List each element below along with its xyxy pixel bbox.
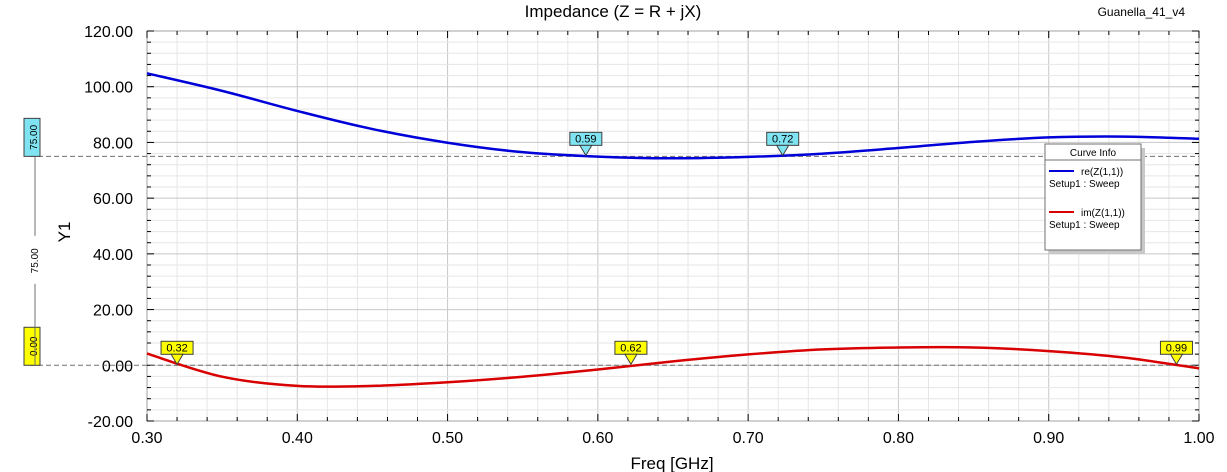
reference-tag: 0.00	[23, 326, 41, 366]
reference-tag: 75.00	[23, 117, 41, 157]
reference-tag-label: 75.00	[29, 124, 40, 149]
legend-setup-im: Setup1 : Sweep	[1049, 220, 1120, 231]
series-line-im	[146, 345, 1200, 388]
y-tick-label: 60.00	[93, 191, 133, 208]
reference-tag-box	[23, 326, 41, 366]
x-tick-label: 0.60	[582, 430, 613, 447]
legend-entry-re: re(Z(1,1))	[1081, 167, 1123, 178]
delta-label: 75.00	[30, 248, 41, 273]
reference-lines: 75.00 0.00	[23, 117, 1199, 366]
marker-label: 0.72	[772, 133, 793, 145]
marker-group: 0.59 0.72 0.32 0.62 0.99	[160, 131, 1193, 366]
x-tick-label: 0.70	[733, 430, 764, 447]
y-tick-label: -20.00	[88, 414, 133, 431]
legend-title: Curve Info	[1070, 148, 1117, 159]
x-tick-label: 0.30	[131, 430, 162, 447]
marker: 0.62	[614, 340, 648, 366]
x-tick-label: 1.00	[1183, 430, 1214, 447]
project-label: Guanella_41_v4	[1098, 5, 1186, 19]
legend-entry-im: im(Z(1,1))	[1081, 208, 1125, 219]
marker-label: 0.62	[620, 342, 641, 354]
y-tick-label: 120.00	[84, 24, 133, 41]
legend: Curve Info re(Z(1,1)) Setup1 : Sweep im(…	[1044, 143, 1145, 254]
x-tick-label: 0.90	[1033, 430, 1064, 447]
marker: 0.99	[1159, 340, 1193, 366]
x-tick-label: 0.80	[883, 430, 914, 447]
reference-tag-box	[23, 117, 41, 157]
x-tick-label: 0.50	[432, 430, 463, 447]
legend-setup-re: Setup1 : Sweep	[1049, 179, 1120, 190]
marker: 0.72	[766, 131, 800, 157]
marker-label: 0.99	[1166, 342, 1187, 354]
y-tick-label: 80.00	[93, 135, 133, 152]
delta-bracket: 75.00	[28, 156, 42, 366]
plot-frame	[146, 30, 1200, 422]
y-tick-label: 20.00	[93, 303, 133, 320]
marker-pointer	[1169, 353, 1184, 366]
marker: 0.59	[569, 131, 603, 157]
marker-pointer	[170, 353, 184, 366]
y-axis-label: Y1	[55, 222, 74, 243]
delta-label-bg	[28, 235, 42, 284]
y-tick-label: 100.00	[84, 80, 133, 97]
marker: 0.32	[160, 340, 194, 366]
marker-label: 0.59	[575, 133, 596, 145]
x-axis-label: Freq [GHz]	[630, 454, 713, 472]
marker-pointer	[624, 353, 638, 366]
y-tick-label: 0.00	[102, 358, 133, 375]
marker-label: 0.32	[166, 342, 187, 354]
y-tick-label: 40.00	[93, 247, 133, 264]
axis-ticks: 0.30 0.40 0.50 0.60 0.70 0.80 0.90 1.00 -20.00 0.…	[84, 24, 1215, 447]
plot-grid	[146, 30, 1200, 422]
marker-pointer	[775, 144, 790, 157]
chart-title: Impedance (Z = R + jX)	[525, 2, 702, 21]
x-tick-label: 0.40	[282, 430, 313, 447]
marker-pointer	[578, 144, 593, 157]
series-line-re	[146, 72, 1200, 160]
series-group	[146, 72, 1200, 388]
